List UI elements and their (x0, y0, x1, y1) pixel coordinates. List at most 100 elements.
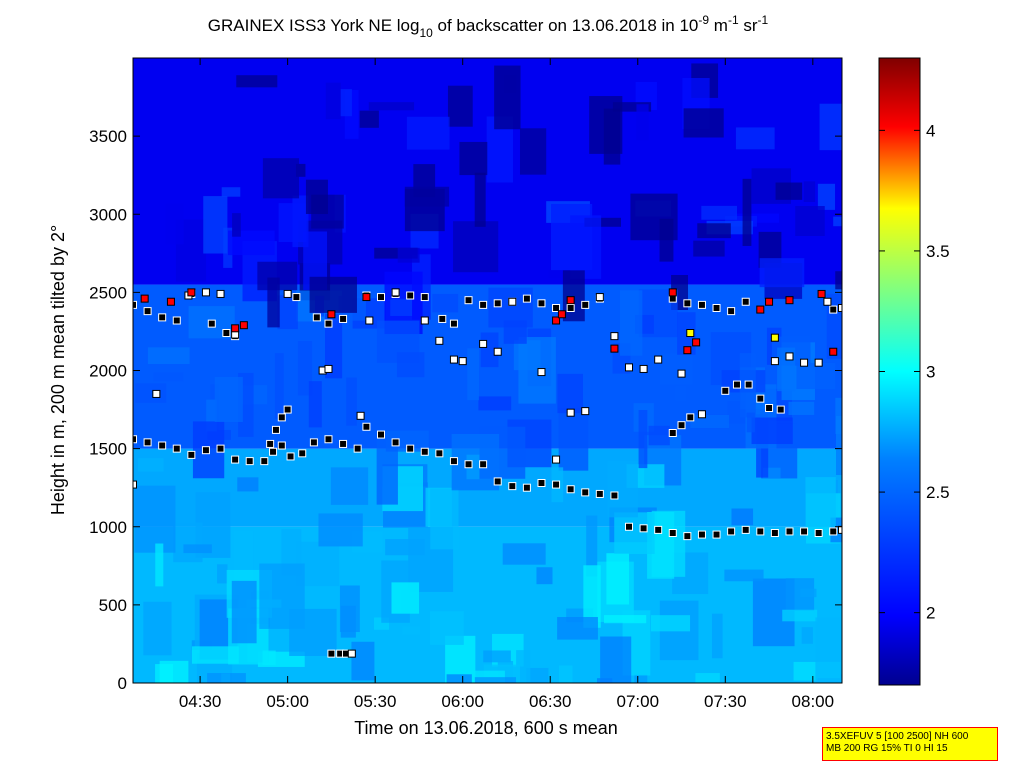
colorbar-tick-label: 4 (926, 121, 935, 140)
heatmap-cell (153, 372, 184, 382)
white-square-marker (152, 389, 161, 398)
heatmap-cell (159, 660, 189, 683)
black-square-marker (479, 300, 488, 309)
red-square-marker (692, 338, 701, 347)
heatmap-cell (805, 477, 836, 528)
black-square-marker (756, 394, 765, 403)
heatmap-cell (397, 247, 420, 263)
white-square-marker (216, 289, 225, 298)
red-square-marker (683, 346, 692, 355)
colorbar-tick-label: 2.5 (926, 483, 950, 502)
heatmap-cell (135, 383, 167, 403)
black-square-marker (765, 404, 774, 412)
y-tick-label: 0 (118, 674, 127, 693)
white-square-marker (800, 358, 809, 367)
white-square-marker (449, 355, 458, 364)
red-square-marker (566, 296, 575, 305)
black-square-marker (744, 380, 753, 389)
black-square-marker (721, 386, 730, 395)
heatmap-cell (155, 543, 164, 587)
heatmap-cell (502, 543, 546, 565)
black-square-marker (286, 452, 295, 461)
red-square-marker (785, 296, 794, 305)
black-square-marker (438, 314, 447, 323)
heatmap-cell (236, 75, 278, 88)
white-square-marker (785, 352, 794, 361)
black-square-marker (552, 480, 561, 489)
red-square-marker (327, 310, 336, 319)
black-square-marker (449, 319, 458, 328)
heatmap-cell (206, 399, 217, 432)
black-square-marker (187, 450, 196, 459)
black-square-marker (727, 307, 736, 316)
black-square-marker (566, 304, 575, 312)
heatmap-cell (259, 563, 305, 629)
black-square-marker (595, 489, 604, 498)
black-square-marker (353, 444, 362, 453)
black-square-marker (697, 530, 706, 539)
heatmap-cell (795, 206, 825, 236)
heatmap-cell (277, 295, 298, 330)
heatmap-cell (137, 458, 164, 472)
black-square-marker (464, 460, 473, 469)
heatmap-cell (459, 141, 488, 176)
black-square-marker (133, 435, 137, 444)
parameter-note-line1: 3.5XEFUV 5 [100 2500] NH 600 (826, 731, 969, 742)
heatmap-cell (558, 408, 589, 471)
black-square-marker (277, 413, 286, 422)
y-tick-label: 3000 (89, 205, 127, 224)
white-square-marker (595, 293, 604, 302)
black-square-marker (222, 329, 231, 337)
heatmap-cell (583, 565, 601, 628)
black-square-marker (639, 524, 648, 533)
black-square-marker (312, 313, 321, 322)
heatmap-cell (325, 82, 341, 120)
black-square-marker (625, 522, 634, 531)
heatmap-cell (359, 110, 379, 128)
x-tick-label: 07:00 (616, 692, 659, 711)
black-square-marker (581, 488, 590, 497)
y-tick-label: 2500 (89, 283, 127, 302)
black-square-marker (800, 527, 809, 536)
y-axis: 0 500 1000 1500 2000 2500 3000 3500 (89, 127, 842, 693)
heatmap-cell (519, 128, 547, 175)
black-square-marker (231, 455, 240, 464)
black-square-marker (420, 447, 429, 456)
black-square-marker (508, 482, 517, 491)
black-square-marker (269, 447, 278, 456)
white-square-marker (552, 455, 561, 464)
white-square-marker (420, 316, 429, 325)
black-square-marker (449, 457, 458, 466)
heatmap-cell (278, 203, 307, 243)
colorbar-tick-label: 3.5 (926, 242, 950, 261)
black-square-marker (283, 405, 292, 414)
heatmap-cell (612, 102, 652, 112)
black-square-marker (654, 525, 663, 534)
heatmap-cell (376, 437, 398, 505)
heatmap-cell (503, 75, 517, 93)
heatmap-cell (759, 258, 805, 288)
white-square-marker (365, 316, 374, 325)
black-square-marker (260, 457, 269, 466)
heatmap-cell (600, 636, 632, 683)
heatmap-cell (659, 353, 693, 385)
black-square-marker (216, 444, 225, 453)
heatmap-cell (800, 588, 817, 598)
heatmap-cell (297, 341, 313, 396)
heatmap-cell (351, 641, 375, 681)
black-square-marker (552, 304, 561, 312)
black-square-marker (292, 293, 301, 302)
heatmap-cell (835, 416, 842, 476)
black-square-marker (339, 314, 348, 323)
heatmap-cell (697, 223, 731, 239)
white-square-marker (566, 408, 575, 417)
black-square-marker (493, 299, 502, 308)
black-square-marker (309, 438, 318, 447)
parameter-note: 3.5XEFUV 5 [100 2500] NH 600 MB 200 RG 1… (822, 727, 998, 761)
black-square-marker (298, 449, 307, 458)
heatmap-cell (833, 216, 842, 227)
heatmap-cell (339, 585, 360, 633)
white-square-marker (610, 332, 619, 341)
red-square-marker (610, 344, 619, 353)
red-square-marker (756, 305, 765, 314)
